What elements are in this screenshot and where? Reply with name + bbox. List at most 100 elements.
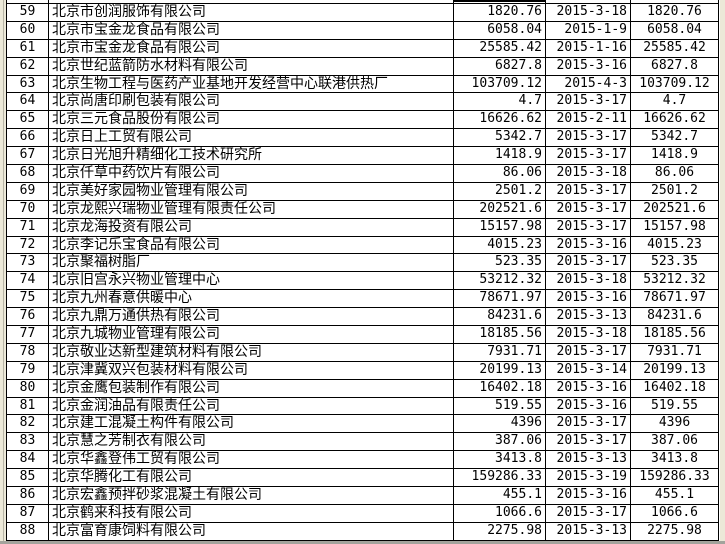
cell-amount[interactable]: 84231.6 — [454, 308, 546, 327]
cell-amount-2[interactable]: 78671.97 — [631, 290, 719, 309]
cell-company-name[interactable]: 北京敬业达新型建筑材料有限公司 — [49, 343, 454, 362]
cell-amount-2[interactable]: 4015.23 — [631, 236, 719, 255]
cell-amount-2[interactable]: 6827.8 — [631, 57, 719, 76]
cell-row-number[interactable]: 84 — [7, 451, 49, 470]
cell-date[interactable]: 2015-3-16 — [546, 236, 631, 255]
cell-company-name[interactable]: 北京宏鑫预拌砂浆混凝土有限公司 — [49, 487, 454, 505]
cell-date[interactable]: 2015-2-11 — [546, 111, 631, 130]
cell-row-number[interactable]: 80 — [7, 379, 49, 398]
cell-company-name[interactable]: 北京三元食品股份有限公司 — [49, 111, 454, 130]
cell-date[interactable]: 2015-3-16 — [546, 57, 631, 76]
cell-row-number[interactable]: 64 — [7, 93, 49, 112]
cell-date[interactable]: 2015-3-17 — [546, 93, 631, 112]
cell-company-name[interactable]: 北京九城物业管理有限公司 — [49, 326, 454, 344]
cell-company-name[interactable]: 北京李记乐宝食品有限公司 — [49, 236, 454, 255]
cell-date[interactable]: 2015-3-18 — [546, 272, 631, 291]
cell-date[interactable]: 2015-3-17 — [546, 254, 631, 273]
cell-amount-2[interactable]: 387.06 — [631, 433, 719, 452]
cell-company-name[interactable]: 北京建工混凝土构件有限公司 — [49, 415, 454, 434]
cell-amount-2[interactable]: 2501.2 — [631, 182, 719, 201]
cell-date[interactable]: 2015-3-18 — [546, 4, 631, 22]
cell-amount[interactable]: 519.55 — [454, 397, 546, 416]
cell-amount[interactable]: 78671.97 — [454, 290, 546, 309]
cell-amount-2[interactable]: 86.06 — [631, 165, 719, 183]
cell-row-number[interactable]: 62 — [7, 57, 49, 76]
cell-amount[interactable]: 16402.18 — [454, 379, 546, 398]
cell-company-name[interactable]: 北京旧宫永兴物业管理中心 — [49, 272, 454, 291]
cell-amount[interactable]: 16626.62 — [454, 111, 546, 130]
cell-date[interactable]: 2015-4-3 — [546, 75, 631, 94]
cell-amount[interactable]: 523.35 — [454, 254, 546, 273]
cell-date[interactable]: 2015-1-16 — [546, 39, 631, 58]
cell-row-number[interactable]: 71 — [7, 218, 49, 237]
cell-date[interactable]: 2015-3-17 — [546, 200, 631, 219]
cell-amount[interactable]: 6058.04 — [454, 21, 546, 40]
cell-company-name[interactable]: 北京市创润服饰有限公司 — [49, 4, 454, 22]
cell-company-name[interactable]: 北京慧之芳制衣有限公司 — [49, 433, 454, 452]
cell-row-number[interactable]: 76 — [7, 308, 49, 327]
cell-amount[interactable]: 1820.76 — [454, 4, 546, 22]
cell-company-name[interactable]: 北京仟草中药饮片有限公司 — [49, 165, 454, 183]
cell-amount[interactable]: 1418.9 — [454, 147, 546, 166]
cell-date[interactable]: 2015-3-16 — [546, 290, 631, 309]
cell-amount-2[interactable]: 18185.56 — [631, 326, 719, 344]
cell-amount[interactable]: 103709.12 — [454, 75, 546, 94]
cell-row-number[interactable]: 60 — [7, 21, 49, 40]
cell-company-name[interactable]: 北京生物工程与医药产业基地开发经营中心联港供热厂 — [49, 75, 454, 94]
cell-date[interactable]: 2015-3-17 — [546, 433, 631, 452]
cell-company-name[interactable]: 北京市宝金龙食品有限公司 — [49, 21, 454, 40]
cell-amount-2[interactable]: 84231.6 — [631, 308, 719, 327]
cell-amount-2[interactable]: 1820.76 — [631, 4, 719, 22]
cell-amount[interactable]: 4.7 — [454, 93, 546, 112]
cell-date[interactable]: 2015-3-13 — [546, 451, 631, 470]
cell-amount-2[interactable]: 455.1 — [631, 487, 719, 505]
cell-row-number[interactable]: 67 — [7, 147, 49, 166]
cell-amount-2[interactable]: 3413.8 — [631, 451, 719, 470]
cell-amount[interactable]: 3413.8 — [454, 451, 546, 470]
cell-amount-2[interactable]: 519.55 — [631, 397, 719, 416]
cell-row-number[interactable]: 73 — [7, 254, 49, 273]
cell-company-name[interactable]: 北京尚唐印刷包装有限公司 — [49, 93, 454, 112]
cell-amount-2[interactable]: 202521.6 — [631, 200, 719, 219]
cell-amount-2[interactable]: 16626.62 — [631, 111, 719, 130]
cell-company-name[interactable]: 北京龙熙兴瑞物业管理有限责任公司 — [49, 200, 454, 219]
cell-row-number[interactable]: 65 — [7, 111, 49, 130]
cell-date[interactable]: 2015-3-17 — [546, 129, 631, 148]
cell-row-number[interactable]: 72 — [7, 236, 49, 255]
cell-company-name[interactable]: 北京聚福树脂厂 — [49, 254, 454, 273]
cell-company-name[interactable]: 北京富育康饲料有限公司 — [49, 522, 454, 541]
cell-date[interactable]: 2015-3-13 — [546, 308, 631, 327]
cell-amount-2[interactable]: 25585.42 — [631, 39, 719, 58]
cell-row-number[interactable]: 68 — [7, 165, 49, 183]
cell-company-name[interactable]: 北京金鹰包装制作有限公司 — [49, 379, 454, 398]
cell-company-name[interactable]: 北京九鼎万通供热有限公司 — [49, 308, 454, 327]
cell-amount[interactable]: 25585.42 — [454, 39, 546, 58]
cell-company-name[interactable]: 北京美好家园物业管理有限公司 — [49, 182, 454, 201]
cell-company-name[interactable]: 北京日上工贸有限公司 — [49, 129, 454, 148]
cell-amount-2[interactable]: 159286.33 — [631, 469, 719, 488]
cell-date[interactable]: 2015-3-17 — [546, 504, 631, 523]
cell-date[interactable]: 2015-3-16 — [546, 379, 631, 398]
cell-amount-2[interactable]: 6058.04 — [631, 21, 719, 40]
cell-company-name[interactable]: 北京市宝金龙食品有限公司 — [49, 39, 454, 58]
cell-row-number[interactable]: 63 — [7, 75, 49, 94]
cell-date[interactable]: 2015-3-17 — [546, 343, 631, 362]
cell-amount[interactable]: 53212.32 — [454, 272, 546, 291]
cell-amount-2[interactable]: 4396 — [631, 415, 719, 434]
cell-amount-2[interactable]: 5342.7 — [631, 129, 719, 148]
cell-amount[interactable]: 5342.7 — [454, 129, 546, 148]
cell-company-name[interactable]: 北京华腾化工有限公司 — [49, 469, 454, 488]
cell-date[interactable]: 2015-1-9 — [546, 21, 631, 40]
cell-company-name[interactable]: 北京津冀双兴包装材料有限公司 — [49, 361, 454, 380]
cell-row-number[interactable]: 86 — [7, 487, 49, 505]
cell-date[interactable]: 2015-3-16 — [546, 397, 631, 416]
cell-row-number[interactable]: 87 — [7, 504, 49, 523]
cell-row-number[interactable]: 70 — [7, 200, 49, 219]
cell-amount[interactable]: 387.06 — [454, 433, 546, 452]
cell-row-number[interactable]: 74 — [7, 272, 49, 291]
cell-date[interactable]: 2015-3-17 — [546, 415, 631, 434]
cell-amount-2[interactable]: 1066.6 — [631, 504, 719, 523]
cell-amount-2[interactable]: 1418.9 — [631, 147, 719, 166]
cell-amount[interactable]: 202521.6 — [454, 200, 546, 219]
cell-date[interactable]: 2015-3-16 — [546, 487, 631, 505]
